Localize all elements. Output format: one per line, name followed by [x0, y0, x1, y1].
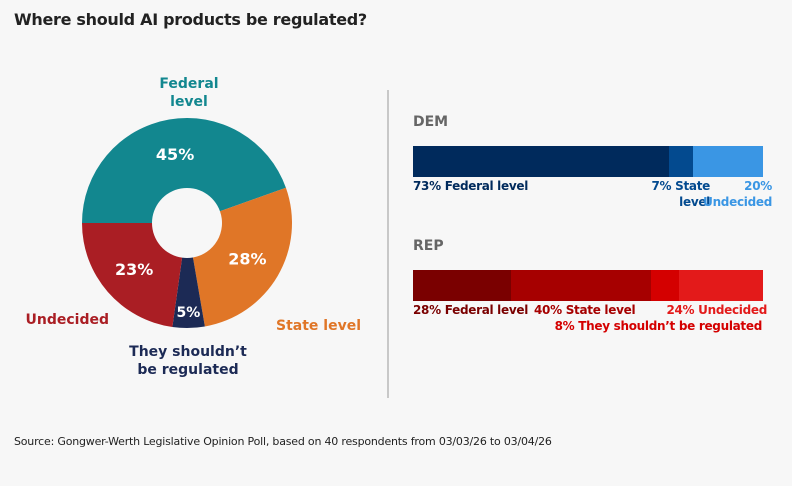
donut-value-undecided: 23% — [115, 260, 153, 279]
rep-label-state: 40% State level — [534, 303, 636, 317]
donut-value-shouldnt: 5% — [176, 305, 200, 321]
dem-label-state: 7% State level — [651, 179, 710, 209]
rep-segment-0 — [413, 270, 511, 301]
divider — [387, 90, 389, 398]
donut-slice-shouldnt — [172, 257, 205, 329]
donut-category-state: State level — [276, 318, 361, 334]
dem-segment-0 — [413, 146, 669, 177]
donut-category-undecided: Undecided — [26, 312, 110, 328]
dem-segment-2 — [693, 146, 763, 177]
dem-label-federal: 73% Federal level — [413, 179, 529, 193]
donut-value-state: 28% — [228, 249, 266, 268]
rep-label-shouldnt: 8% They shouldn’t be regulated — [554, 319, 763, 333]
rep-label-federal: 28% Federal level — [413, 303, 529, 317]
dem-label-undecided: 20% Undecided — [703, 179, 772, 209]
donut-chart: 45% Federal level 28% State level 5% They shou… — [26, 76, 362, 378]
dem-bar — [413, 146, 763, 177]
rep-bar — [413, 270, 763, 301]
source-note: Source: Gongwer-Werth Legislative Opinio… — [14, 435, 552, 448]
party-label-dem: DEM — [413, 114, 449, 130]
rep-segment-2 — [651, 270, 679, 301]
rep-segment-3 — [679, 270, 763, 301]
donut-slice-state — [192, 187, 293, 327]
rep-segment-1 — [511, 270, 651, 301]
rep-label-undecided: 24% Undecided — [666, 303, 767, 317]
party-label-rep: REP — [413, 238, 444, 254]
donut-category-shouldnt: They shouldn’t be regulated — [129, 344, 247, 378]
donut-slice-federal — [82, 118, 286, 223]
donut-category-federal: Federal level — [159, 76, 218, 110]
donut-value-federal: 45% — [156, 145, 194, 164]
dem-segment-1 — [668, 146, 693, 177]
donut-slice-undecided — [82, 223, 183, 327]
chart-title: Where should AI products be regulated? — [14, 10, 367, 29]
